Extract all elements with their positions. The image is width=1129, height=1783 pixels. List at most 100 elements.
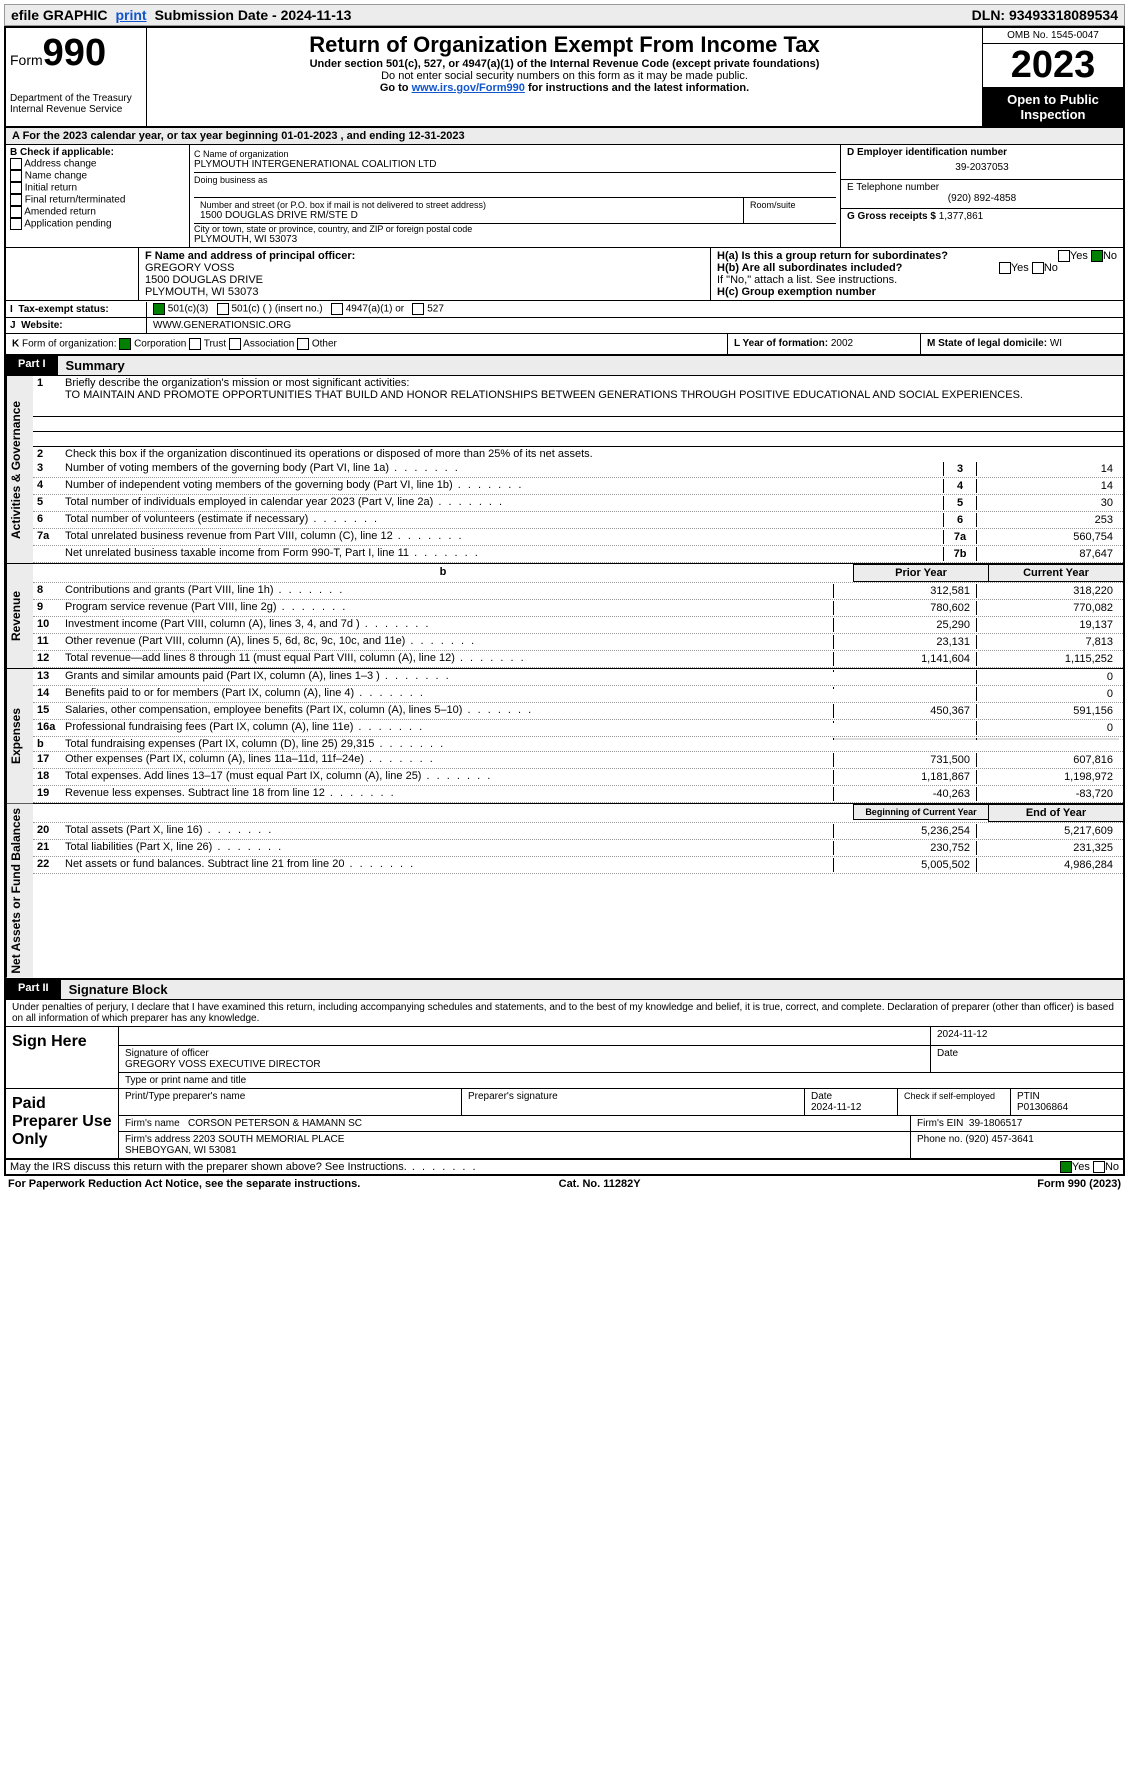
- box-b: B Check if applicable: Address change Na…: [6, 145, 190, 247]
- boxb-opt-chk[interactable]: [10, 218, 22, 230]
- line-val: 560,754: [976, 530, 1119, 544]
- tax-year-line: A For the 2023 calendar year, or tax yea…: [6, 128, 1123, 145]
- irs-link[interactable]: www.irs.gov/Form990: [412, 82, 525, 94]
- hb-no-chk[interactable]: [1032, 262, 1044, 274]
- street: 1500 DOUGLAS DRIVE RM/STE D: [200, 210, 737, 221]
- ein: 39-2037053: [847, 158, 1117, 177]
- type-name-label: Type or print name and title: [119, 1073, 1123, 1088]
- l-val: 2002: [831, 338, 853, 349]
- current-year: 770,082: [976, 601, 1119, 615]
- netassets-section: Net Assets or Fund Balances Beginning of…: [6, 804, 1123, 979]
- firm-phone: (920) 457-3641: [965, 1134, 1033, 1145]
- ha-no-chk[interactable]: [1091, 250, 1103, 262]
- line-code: 7b: [943, 547, 976, 561]
- street-label: Number and street (or P.O. box if mail i…: [200, 200, 737, 210]
- penalties-text: Under penalties of perjury, I declare th…: [6, 1000, 1123, 1027]
- l2-desc: Check this box if the organization disco…: [65, 448, 1119, 460]
- sign-here-row: Sign Here 2024-11-12 Signature of office…: [6, 1027, 1123, 1089]
- org-name: PLYMOUTH INTERGENERATIONAL COALITION LTD: [194, 159, 836, 170]
- line-desc: Program service revenue (Part VIII, line…: [65, 601, 833, 613]
- subtitle-2: Do not enter social security numbers on …: [155, 70, 974, 82]
- box-de: D Employer identification number 39-2037…: [841, 145, 1123, 247]
- sign-here-label: Sign Here: [6, 1027, 119, 1088]
- prep-date: 2024-11-12: [811, 1102, 861, 1113]
- line-desc: Salaries, other compensation, employee b…: [65, 704, 833, 716]
- hc-label: H(c) Group exemption number: [717, 286, 876, 298]
- current-year: 0: [976, 670, 1119, 684]
- l-label: L Year of formation:: [734, 338, 831, 349]
- tax-year: 2023: [983, 44, 1123, 88]
- boxb-opt-chk[interactable]: [10, 194, 22, 206]
- head-ey: End of Year: [988, 804, 1123, 822]
- box-b-label: B Check if applicable:: [10, 147, 185, 158]
- boxb-opt-chk[interactable]: [10, 170, 22, 182]
- current-year: 1,115,252: [976, 652, 1119, 666]
- officer-sig: GREGORY VOSS EXECUTIVE DIRECTOR: [125, 1059, 924, 1070]
- current-year: 607,816: [976, 753, 1119, 767]
- f-label: F Name and address of principal officer:: [145, 250, 704, 262]
- current-year: 5,217,609: [976, 824, 1119, 838]
- head-py: Prior Year: [853, 564, 988, 582]
- firm-ein: 39-1806517: [969, 1118, 1022, 1129]
- form-word: Form: [10, 52, 43, 68]
- line-code: 7a: [943, 530, 976, 544]
- prior-year: 450,367: [833, 704, 976, 718]
- discuss-text: May the IRS discuss this return with the…: [10, 1161, 999, 1173]
- city: PLYMOUTH, WI 53073: [194, 234, 836, 245]
- print-link[interactable]: print: [115, 7, 146, 23]
- m-label: M State of legal domicile:: [927, 338, 1050, 349]
- current-year: 318,220: [976, 584, 1119, 598]
- website: WWW.GENERATIONSIC.ORG: [147, 318, 1123, 333]
- boxb-opt-chk[interactable]: [10, 182, 22, 194]
- line-desc: Total number of individuals employed in …: [65, 496, 943, 508]
- line-desc: Professional fundraising fees (Part IX, …: [65, 721, 833, 733]
- i-4947-chk[interactable]: [331, 303, 343, 315]
- k-trust-chk[interactable]: [189, 338, 201, 350]
- vlabel-exp: Expenses: [6, 669, 33, 803]
- officer-addr1: 1500 DOUGLAS DRIVE: [145, 274, 704, 286]
- hb-yes-chk[interactable]: [999, 262, 1011, 274]
- prior-year: 1,141,604: [833, 652, 976, 666]
- paid-label: Paid Preparer Use Only: [6, 1089, 119, 1158]
- activities-governance: Activities & Governance 1Briefly describ…: [6, 376, 1123, 564]
- sign-date: 2024-11-12: [931, 1027, 1123, 1045]
- current-year: 591,156: [976, 704, 1119, 718]
- k-other-chk[interactable]: [297, 338, 309, 350]
- prior-year: 230,752: [833, 841, 976, 855]
- discuss-yes-chk[interactable]: [1060, 1161, 1072, 1173]
- section-fh: F Name and address of principal officer:…: [6, 248, 1123, 301]
- i-501c3-chk[interactable]: [153, 303, 165, 315]
- ha-yes-chk[interactable]: [1058, 250, 1070, 262]
- suite-label: Room/suite: [744, 198, 836, 223]
- firm-name: CORSON PETERSON & HAMANN SC: [188, 1118, 362, 1129]
- i-501c-chk[interactable]: [217, 303, 229, 315]
- line-desc: Revenue less expenses. Subtract line 18 …: [65, 787, 833, 799]
- phone: (920) 892-4858: [847, 193, 1117, 204]
- k-corp-chk[interactable]: [119, 338, 131, 350]
- discuss-row: May the IRS discuss this return with the…: [6, 1159, 1123, 1174]
- line-desc: Total number of volunteers (estimate if …: [65, 513, 943, 525]
- part1-title: Summary: [58, 356, 133, 375]
- footer: For Paperwork Reduction Act Notice, see …: [4, 1176, 1125, 1192]
- ptin: P01306864: [1017, 1102, 1068, 1113]
- open-inspection: Open to Public Inspection: [983, 88, 1123, 126]
- prior-year: 312,581: [833, 584, 976, 598]
- line-val: 30: [976, 496, 1119, 510]
- line-desc: Total expenses. Add lines 13–17 (must eq…: [65, 770, 833, 782]
- line-code: 3: [943, 462, 976, 476]
- goto-pre: Go to: [380, 82, 412, 94]
- line-desc: Other expenses (Part IX, column (A), lin…: [65, 753, 833, 765]
- hb-label: H(b) Are all subordinates included?: [717, 262, 902, 274]
- header: Form990 Department of the Treasury Inter…: [6, 28, 1123, 128]
- discuss-no-chk[interactable]: [1093, 1161, 1105, 1173]
- k-assoc-chk[interactable]: [229, 338, 241, 350]
- i-527-chk[interactable]: [412, 303, 424, 315]
- form-number: 990: [43, 32, 106, 74]
- boxb-opt-chk[interactable]: [10, 206, 22, 218]
- current-year: -83,720: [976, 787, 1119, 801]
- officer-name: GREGORY VOSS: [145, 262, 704, 274]
- gross-label: G Gross receipts $: [847, 211, 939, 222]
- prep-sig-h: Preparer's signature: [462, 1089, 805, 1115]
- line-desc: Total fundraising expenses (Part IX, col…: [65, 738, 833, 750]
- boxb-opt-chk[interactable]: [10, 158, 22, 170]
